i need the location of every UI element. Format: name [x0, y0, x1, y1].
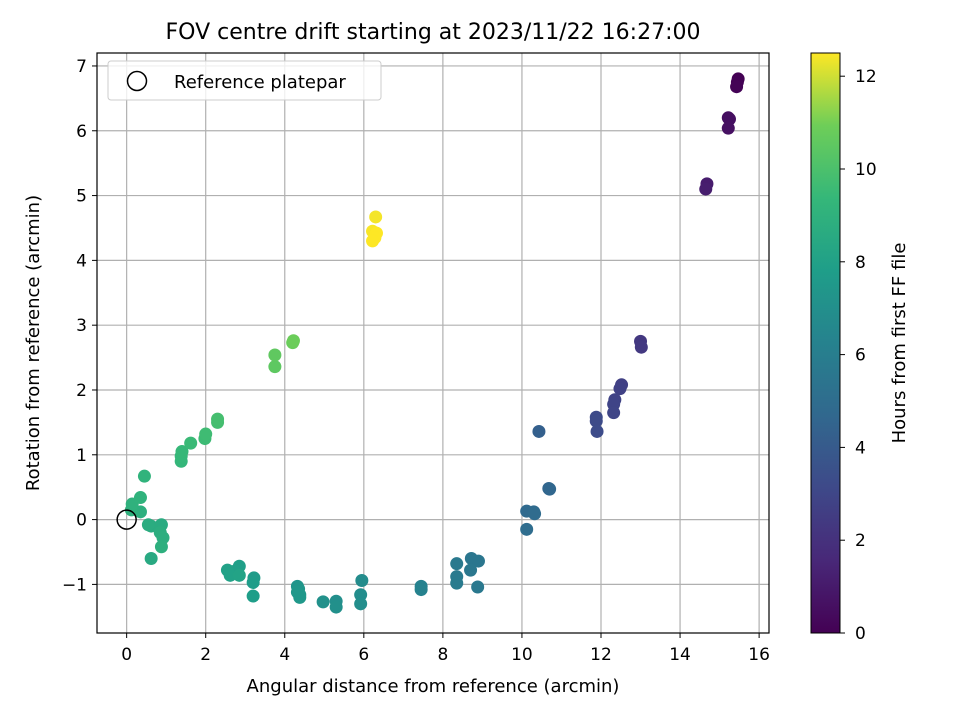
- legend-reference-marker: [126, 70, 148, 92]
- scatter-point: [199, 427, 213, 441]
- scatter-point: [699, 182, 713, 196]
- colorbar-tick-label: 6: [855, 346, 866, 366]
- x-tick-label: 4: [279, 645, 290, 665]
- scatter-point: [144, 551, 158, 565]
- grid: [97, 53, 769, 633]
- scatter-point: [414, 583, 428, 597]
- colorbar-tick-label: 8: [855, 253, 866, 273]
- y-tick-label: −1: [62, 575, 87, 595]
- scatter-point: [154, 540, 168, 554]
- colorbar-tick-label: 2: [855, 531, 866, 551]
- scatter-point: [366, 234, 380, 248]
- y-tick-label: 2: [76, 381, 87, 401]
- scatter-point: [520, 522, 534, 536]
- scatter-point: [450, 576, 464, 590]
- x-tick-label: 12: [590, 645, 612, 665]
- reference-platepar-marker: [116, 509, 137, 530]
- scatter-point: [721, 121, 735, 135]
- y-tick-label: 3: [76, 316, 87, 336]
- scatter-point: [133, 491, 147, 505]
- legend: Reference platepar: [107, 60, 382, 101]
- scatter-point: [528, 507, 542, 521]
- scatter-point: [232, 568, 246, 582]
- scatter-point: [286, 334, 300, 348]
- y-tick-label: 4: [76, 251, 87, 271]
- scatter-point: [354, 588, 368, 602]
- scatter-point: [354, 597, 368, 611]
- colorbar-label: Hours from first FF file: [889, 243, 910, 444]
- y-axis-ticks: −1 0 1 2 3 4 5 6 7: [62, 57, 97, 595]
- scatter-point: [184, 436, 198, 450]
- data-points: [116, 72, 745, 614]
- scatter-point: [355, 574, 369, 588]
- scatter-point: [589, 414, 603, 428]
- x-tick-label: 2: [200, 645, 211, 665]
- scatter-point: [141, 518, 155, 532]
- scatter-point: [590, 424, 604, 438]
- x-tick-label: 10: [511, 645, 533, 665]
- x-tick-label: 8: [437, 645, 448, 665]
- scatter-point: [223, 568, 237, 582]
- scatter-point: [607, 406, 621, 420]
- x-tick-label: 0: [121, 645, 132, 665]
- x-axis-ticks: 0 2 4 6 8 10 12 14 16: [121, 633, 770, 665]
- colorbar-ticks: 0 2 4 6 8 10 12: [840, 67, 877, 644]
- scatter-point: [268, 360, 282, 374]
- scatter-point: [329, 600, 343, 614]
- y-axis-label: Rotation from reference (arcmin): [23, 195, 44, 491]
- colorbar: 0 2 4 6 8 10 12 Hours from first FF file: [810, 52, 910, 644]
- scatter-point: [246, 589, 260, 603]
- scatter-point: [471, 554, 485, 568]
- scatter-point: [246, 575, 260, 589]
- scatter-point: [137, 469, 151, 483]
- scatter-point: [471, 580, 485, 594]
- y-tick-label: 7: [76, 57, 87, 77]
- colorbar-gradient: [810, 52, 841, 634]
- y-tick-label: 6: [76, 122, 87, 142]
- colorbar-tick-label: 10: [855, 160, 877, 180]
- x-tick-label: 6: [358, 645, 369, 665]
- y-tick-label: 0: [76, 511, 87, 531]
- scatter-point: [634, 340, 648, 354]
- legend-box: [107, 60, 382, 101]
- scatter-point: [316, 595, 330, 609]
- plot-frame: [96, 52, 770, 634]
- y-tick-label: 1: [76, 446, 87, 466]
- scatter-point: [613, 382, 627, 396]
- colorbar-tick-label: 4: [855, 438, 866, 458]
- legend-entry-label: Reference platepar: [174, 72, 346, 93]
- scatter-point: [730, 80, 744, 94]
- scatter-point: [543, 482, 557, 496]
- scatter-point: [175, 445, 189, 459]
- scatter-point: [211, 412, 225, 426]
- x-tick-label: 16: [748, 645, 770, 665]
- scatter-point: [369, 210, 383, 224]
- x-tick-label: 14: [669, 645, 691, 665]
- colorbar-tick-label: 12: [855, 67, 877, 87]
- chart-title: FOV centre drift starting at 2023/11/22 …: [166, 20, 701, 45]
- scatter-point: [464, 563, 478, 577]
- scatter-point: [532, 424, 546, 438]
- scatter-point: [293, 590, 307, 604]
- colorbar-tick-label: 0: [855, 624, 866, 644]
- y-tick-label: 5: [76, 187, 87, 207]
- scatter-point: [268, 348, 282, 362]
- scatter-point: [450, 557, 464, 571]
- x-axis-label: Angular distance from reference (arcmin): [247, 676, 620, 697]
